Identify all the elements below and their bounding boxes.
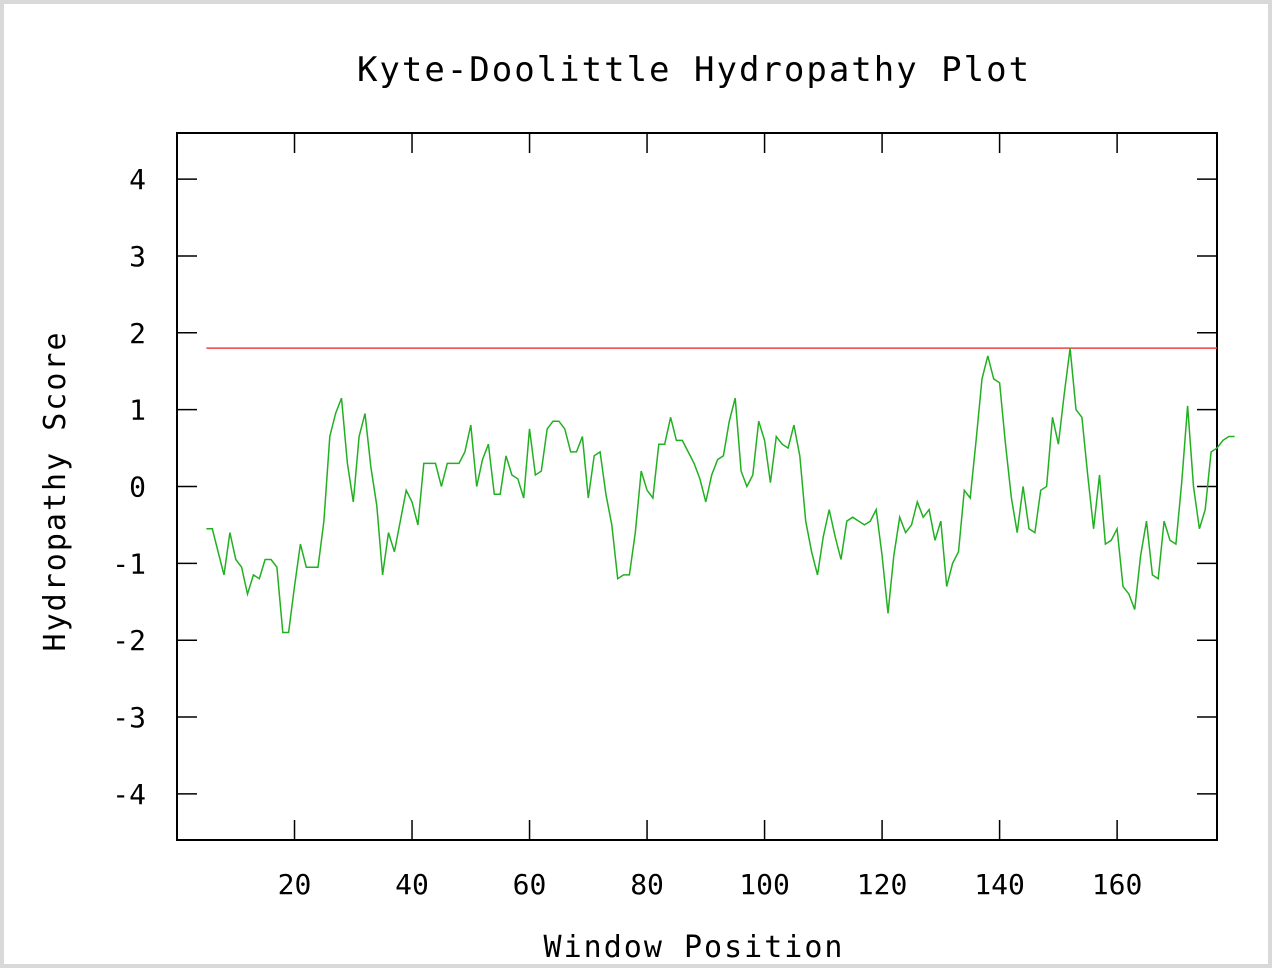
y-tick-label: -4 <box>112 778 146 811</box>
x-tick-label: 140 <box>974 868 1025 901</box>
y-tick-label: -2 <box>112 624 146 657</box>
series-line <box>206 348 1235 634</box>
y-tick-label: 1 <box>129 394 146 427</box>
y-tick-label: 3 <box>129 240 146 273</box>
y-tick-label: 4 <box>129 163 146 196</box>
hydropathy-chart: Kyte-Doolittle Hydropathy Plot 4 3 2 1 0 -1 -2… <box>38 50 1235 965</box>
y-tick-label: -3 <box>112 701 146 734</box>
plot-area-border <box>176 132 1218 841</box>
y-tick-label: -1 <box>112 547 146 580</box>
y-axis-ticks: 4 3 2 1 0 -1 -2 -3 -4 <box>112 163 1217 811</box>
x-tick-label: 20 <box>278 868 312 901</box>
x-axis-label: Window Position <box>544 930 845 965</box>
x-tick-label: 60 <box>513 868 547 901</box>
chart-title: Kyte-Doolittle Hydropathy Plot <box>357 50 1031 90</box>
x-tick-label: 160 <box>1092 868 1143 901</box>
x-axis-ticks: 20 40 60 80 100 120 140 160 <box>278 133 1143 901</box>
y-tick-label: 2 <box>129 317 146 350</box>
x-tick-label: 120 <box>857 868 908 901</box>
x-tick-label: 100 <box>739 868 790 901</box>
x-tick-label: 80 <box>630 868 664 901</box>
x-tick-label: 40 <box>395 868 429 901</box>
y-tick-label: 0 <box>129 471 146 504</box>
y-axis-label: Hydropathy Score <box>38 331 73 652</box>
